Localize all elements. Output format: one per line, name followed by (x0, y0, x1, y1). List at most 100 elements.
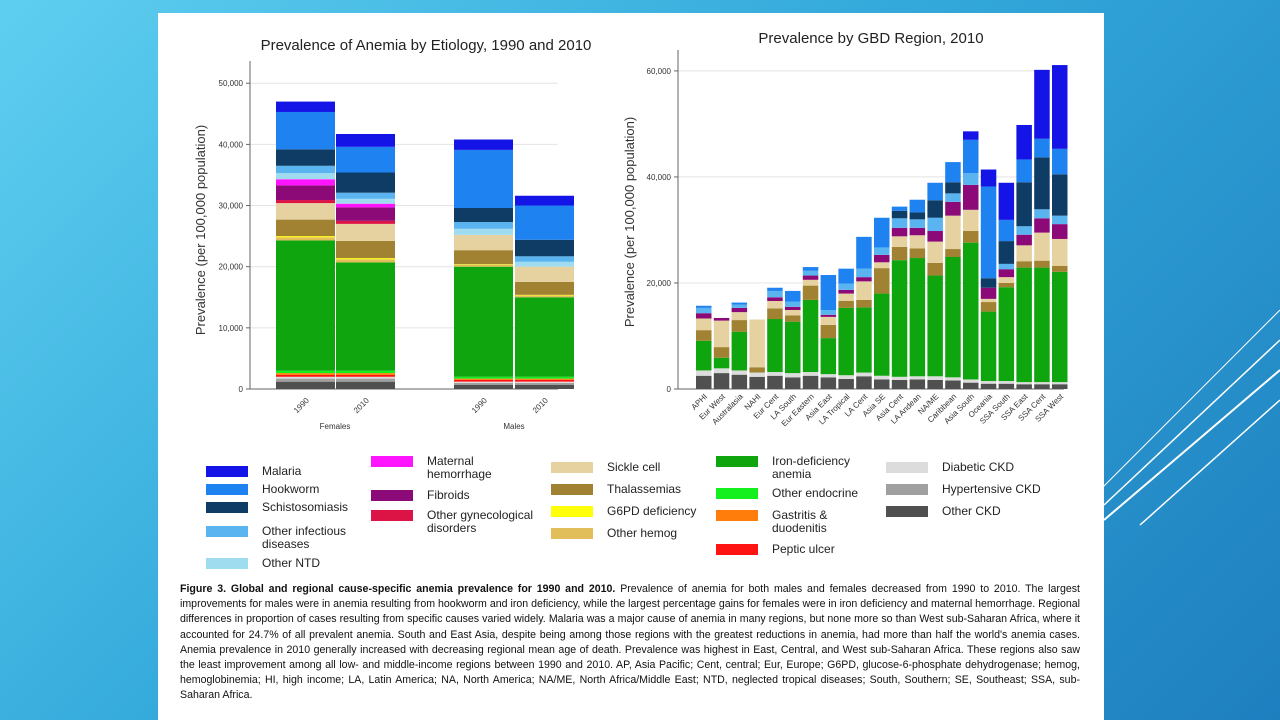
bar-segment-thalassemias (515, 281, 574, 295)
bar-segment-fibroids-gynecological (1052, 224, 1068, 239)
bar-segment-g6pd-deficiency (336, 258, 395, 260)
bar-segment-fibroids-gynecological (1034, 218, 1050, 233)
bar-segment-sickle-cell (856, 281, 872, 300)
legend-item-other-endocrine: Other endocrine (716, 487, 881, 500)
bar-segment-fibroids-gynecological (874, 254, 890, 263)
bar-segment-fibroids-gynecological (963, 184, 979, 210)
bar-segment-iron-deficiency-anemia (891, 260, 908, 377)
legend-label: Peptic ulcer (772, 542, 835, 556)
bar-segment-sickle-cell (874, 262, 890, 269)
x-tick-label: 2010 (531, 396, 550, 415)
legend-swatch (551, 506, 593, 517)
legend-swatch (716, 510, 758, 521)
bar-segment-malaria (1052, 65, 1068, 149)
bar-segment-other-ckd-and-misc (891, 376, 908, 380)
bar-segment-ckd (802, 375, 819, 389)
bar-segment-thalassemias (838, 300, 854, 308)
bar-segment-other-ckd-and-misc (874, 375, 890, 380)
bar-segment-ckd (891, 379, 908, 389)
bar-segment-iron-deficiency-anemia (276, 240, 335, 371)
bar-segment-fibroids-gynecological (820, 314, 837, 317)
bar-segment-sickle-cell (785, 310, 801, 316)
bar-segment-hookworm (1052, 148, 1068, 175)
legend-item-peptic-ulcer: Peptic ulcer (716, 543, 881, 556)
legend-item-maternal-hemorrhage: Maternal hemorrhage (371, 455, 536, 481)
bar-segment-thalassemias (820, 324, 837, 339)
y-tick-label: 0 (667, 385, 672, 394)
legend-item-other-gynecological-disorders: Other gynecological disorders (371, 509, 536, 535)
bar-segment-schistosomiasis (998, 241, 1015, 264)
bar-segment-iron-deficiency-anemia (454, 266, 513, 377)
bar-segment-sickle-cell (891, 236, 908, 247)
legend-label: Sickle cell (607, 460, 661, 474)
bar-segment-ckd (874, 379, 890, 389)
bar-segment-thalassemias (874, 268, 890, 294)
bar-segment-hookworm (820, 275, 837, 311)
bar-segment-other-infectious-ntd (856, 268, 872, 278)
legend-label: Other hemog (607, 526, 678, 540)
legend-swatch (206, 558, 248, 569)
bar-segment-iron-deficiency-anemia (731, 331, 748, 371)
bar-segment-thalassemias (1016, 261, 1032, 268)
bar-segment-iron-deficiency-anemia (696, 340, 712, 371)
legend-label: Schistosomiasis (262, 500, 349, 514)
bar-segment-sickle-cell (909, 235, 926, 249)
bar-segment-sickle-cell (336, 223, 395, 242)
bar-segment-other-infectious-ntd (785, 301, 801, 307)
bar-segment-other-gynecological-disorders (276, 200, 335, 204)
caption-title: Figure 3. Global and regional cause-spec… (180, 583, 616, 595)
legend-swatch (551, 484, 593, 495)
bar-segment-malaria (963, 131, 979, 140)
bar-segment-hookworm (1016, 159, 1032, 183)
caption-text: Prevalence of anemia for both males and … (180, 583, 1080, 702)
bar-segment-fibroids-gynecological (856, 277, 872, 282)
bar-segment-thalassemias (802, 285, 819, 300)
bar-segment-sickle-cell (454, 234, 513, 251)
legend: Malaria Hookworm Schistosomiasis Other infe… (206, 455, 1086, 575)
bar-segment-malaria (998, 182, 1015, 220)
bar-segment-iron-deficiency-anemia (963, 242, 979, 380)
legend-label: Other NTD (262, 556, 321, 570)
bar-segment-thalassemias (998, 282, 1015, 288)
legend-swatch (206, 484, 248, 495)
bar-segment-other-ckd-and-misc (998, 381, 1015, 384)
legend-swatch (206, 526, 248, 537)
legend-swatch (886, 484, 928, 495)
bar-segment-schistosomiasis (945, 182, 961, 194)
bar-segment-other-ckd-and-misc (767, 372, 783, 376)
bar-segment-fibroids-gynecological (891, 227, 908, 237)
bar-segment-thalassemias (927, 262, 943, 276)
bar-segment-hookworm (856, 236, 872, 269)
bar-segment-iron-deficiency-anemia (802, 299, 819, 373)
bar-segment-hypertensive-ckd (454, 382, 513, 385)
bar-segment-other-infectious-ntd (767, 290, 783, 298)
decorative-lines (1100, 309, 1280, 526)
bar-segment-hookworm (336, 146, 395, 173)
legend-item-other-infectious-diseases: Other infectious diseases (206, 525, 371, 551)
bar-segment-g6pd-deficiency (454, 264, 513, 265)
bar-segment-maternal-hemorrhage (336, 203, 395, 208)
legend-item-other-ckd: Other CKD (886, 505, 1086, 518)
x-tick-label: 2010 (352, 396, 371, 415)
y-axis-label: Prevalence (per 100,000 population) (622, 117, 637, 327)
bar-segment-gastritis-duodenitis (336, 373, 395, 375)
bar-segment-ckd (820, 377, 837, 389)
bar-segment-other-hemog (454, 264, 513, 267)
bar-segment-gastritis-duodenitis (276, 373, 335, 375)
bar-segment-iron-deficiency-anemia (909, 258, 926, 377)
figure-panel: Prevalence of Anemia by Etiology, 1990 a… (158, 13, 1104, 720)
legend-item-iron-deficiency-anemia: Iron-deficiency anemia (716, 455, 881, 481)
legend-label: Maternal hemorrhage (427, 454, 492, 481)
bar-segment-other-hemog (336, 259, 395, 263)
legend-swatch (716, 488, 758, 499)
bar-segment-iron-deficiency-anemia (998, 287, 1015, 382)
legend-item-malaria: Malaria (206, 465, 371, 478)
bar-segment-other-infectious-ntd (963, 173, 979, 185)
bar-segment-iron-deficiency-anemia (767, 319, 783, 373)
bar-segment-hookworm (731, 302, 748, 305)
bar-segment-malaria (276, 101, 335, 112)
bar-segment-hookworm (515, 205, 574, 240)
bar-segment-iron-deficiency-anemia (1016, 267, 1032, 383)
bar-segment-sickle-cell (838, 293, 854, 301)
bar-segment-hypertensive-ckd (336, 378, 395, 382)
